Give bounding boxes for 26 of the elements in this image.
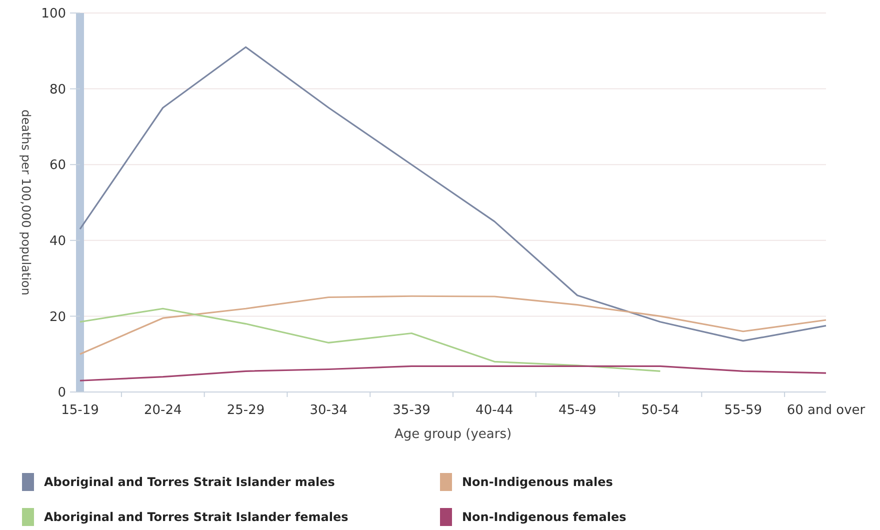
y-tick-label: 60: [49, 158, 66, 174]
x-tick-label: 55-59: [724, 403, 762, 418]
legend-label: Aboriginal and Torres Strait Islander females: [44, 510, 348, 524]
y-tick-label: 100: [41, 6, 66, 22]
x-tick-label: 50-54: [641, 403, 680, 418]
y-tick-label: 0: [58, 386, 66, 401]
legend-label: Non-Indigenous males: [462, 475, 613, 490]
y-axis-title: deaths per 100,000 population: [19, 110, 33, 296]
legend-label: Non-Indigenous females: [462, 510, 626, 524]
x-tick-label: 15-19: [61, 403, 99, 418]
line-series: [79, 365, 827, 382]
x-tick-label: 30-34: [310, 403, 348, 418]
x-tick-label: 40-44: [476, 403, 514, 418]
line-series: [79, 308, 662, 372]
x-axis-title: Age group (years): [394, 427, 512, 442]
line-series: [79, 295, 827, 355]
x-tick-label: 45-49: [558, 403, 596, 418]
x-tick-label: 25-29: [226, 403, 265, 418]
y-tick-label: 40: [49, 234, 66, 249]
y-tick-label: 20: [49, 310, 66, 325]
x-tick-label: 35-39: [392, 403, 430, 418]
legend-label: Aboriginal and Torres Strait Islander males: [44, 475, 335, 490]
x-tick-label: 60 and over: [786, 403, 866, 418]
line-series: [79, 46, 827, 342]
y-tick-label: 80: [49, 82, 66, 98]
x-tick-label: 20-24: [144, 403, 182, 418]
